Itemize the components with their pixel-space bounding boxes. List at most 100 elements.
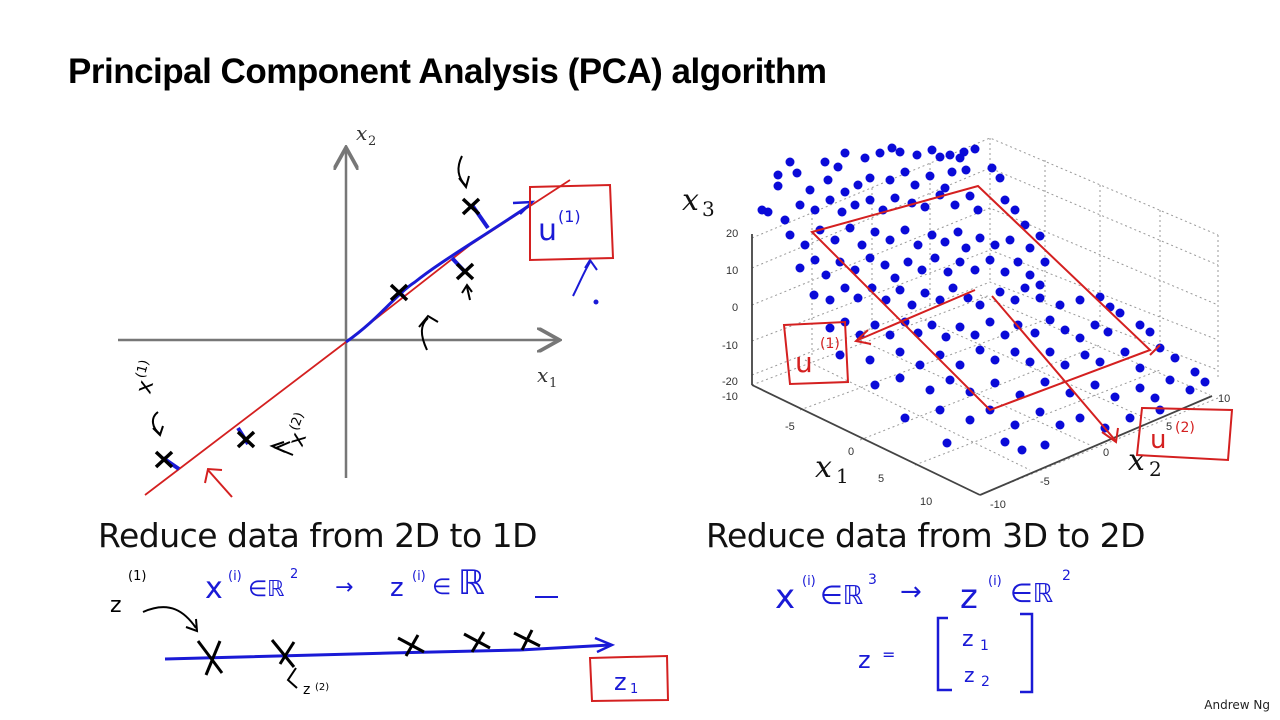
- z-vec-1: z: [962, 627, 974, 652]
- svg-text:0: 0: [1103, 447, 1109, 459]
- svg-text:1: 1: [630, 682, 638, 697]
- svg-text:(i): (i): [988, 574, 1002, 589]
- x1-point-label: x (1): [132, 358, 160, 396]
- red-plane-outline: [810, 184, 1161, 412]
- x2-axis-label-3d: x: [1128, 443, 1145, 478]
- right-formula: x (i) ∈ℝ 3 → z (i) ∈ℝ 2 z = z 1 z 2: [775, 568, 1071, 694]
- svg-text:(i): (i): [228, 569, 242, 584]
- u1-box: [529, 183, 615, 262]
- author-credit: Andrew Ng: [1204, 698, 1270, 712]
- data-point: [154, 450, 174, 469]
- data-point: [236, 430, 256, 449]
- svg-text:2: 2: [1149, 457, 1162, 481]
- svg-text:-5: -5: [1040, 476, 1050, 488]
- x1-axis-label: x: [537, 363, 548, 387]
- z-vec-2: z: [964, 663, 975, 687]
- svg-text:x: x: [205, 571, 223, 606]
- svg-text:∈ℝ: ∈ℝ: [248, 577, 285, 602]
- svg-text:z: z: [390, 573, 404, 603]
- left-1d-projection: z (1) z (2) z 1: [110, 569, 670, 703]
- u1-arrow: [853, 289, 976, 345]
- svg-text:(2): (2): [287, 410, 307, 432]
- u2-label-3d: u: [1150, 425, 1166, 455]
- svg-text:0: 0: [848, 446, 854, 458]
- svg-text:20: 20: [726, 228, 738, 240]
- svg-text:(1): (1): [133, 358, 152, 380]
- blue-u1-vector: [345, 203, 531, 344]
- svg-text:(i): (i): [412, 569, 426, 584]
- 3d-axes: [751, 234, 1213, 496]
- red-arrow-icon: [204, 467, 233, 498]
- svg-text:=: =: [882, 645, 895, 664]
- red-fit-line: [144, 179, 571, 496]
- svg-text:5: 5: [878, 473, 884, 485]
- data-point: [389, 283, 409, 302]
- right-caption: Reduce data from 3D to 2D: [706, 516, 1146, 555]
- svg-text:1: 1: [836, 464, 849, 488]
- u1-label-3d: u: [795, 346, 813, 379]
- svg-text:2: 2: [981, 674, 990, 690]
- svg-text:z: z: [960, 577, 978, 617]
- u2-arrow: [991, 295, 1119, 444]
- right-3d-plot: 20 10 0 -10 -20 -10 -5 0 5 10 -10 -5 0 5…: [682, 137, 1234, 511]
- svg-text:(1): (1): [128, 569, 146, 584]
- x1-axis-label-3d: x: [815, 450, 832, 485]
- svg-text:-10: -10: [722, 340, 738, 352]
- left-2d-plot: x 2 x 1: [118, 121, 615, 498]
- x3-ticks: 20 10 0 -10 -20: [722, 228, 738, 388]
- svg-text:ℝ: ℝ: [458, 563, 485, 603]
- data-point-markers: [154, 197, 481, 469]
- u2-box-3d: [1135, 406, 1234, 462]
- svg-text:-5: -5: [785, 421, 795, 433]
- svg-text:1: 1: [549, 376, 557, 391]
- svg-text:∈: ∈: [432, 575, 451, 600]
- x2-axis-label: x: [356, 121, 367, 145]
- svg-text:2: 2: [368, 134, 376, 149]
- svg-text:2: 2: [1062, 568, 1071, 584]
- x2-ticks: -10 -5 0 5 10: [990, 393, 1230, 511]
- z1-box-label: z: [614, 668, 627, 696]
- left-caption: Reduce data from 2D to 1D: [98, 516, 538, 555]
- x3-axis-label: x: [682, 183, 699, 218]
- svg-text:10: 10: [726, 265, 738, 277]
- svg-text:→: →: [335, 575, 353, 600]
- z1-box: [588, 654, 670, 703]
- z1-point-label: z: [110, 593, 122, 618]
- blue-arrow-icon: [572, 258, 599, 305]
- data-point: [461, 197, 481, 216]
- svg-text:x: x: [132, 377, 160, 396]
- 3d-scatter-points: [757, 143, 1210, 455]
- svg-text:-20: -20: [722, 376, 738, 388]
- x2-point-label: x (2): [284, 410, 312, 450]
- x1-ticks: -10 -5 0 5 10: [722, 391, 932, 508]
- z-point-markers: [196, 629, 541, 676]
- svg-text:-10: -10: [722, 391, 738, 403]
- svg-text:z: z: [858, 646, 871, 674]
- svg-text:0: 0: [732, 302, 738, 314]
- svg-text:3: 3: [702, 197, 715, 221]
- u1-label: u: [538, 213, 557, 248]
- svg-text:x: x: [775, 577, 795, 617]
- svg-text:-10: -10: [990, 499, 1006, 511]
- svg-text:(2): (2): [315, 682, 329, 693]
- svg-text:→: →: [900, 577, 922, 607]
- svg-text:∈ℝ: ∈ℝ: [820, 581, 864, 611]
- svg-text:1: 1: [980, 638, 989, 654]
- svg-text:∈ℝ: ∈ℝ: [1010, 579, 1054, 609]
- handwritten-arrows: [152, 155, 473, 456]
- svg-text:(i): (i): [802, 574, 816, 589]
- svg-text:3: 3: [868, 572, 877, 588]
- z2-point-label: z: [303, 682, 310, 698]
- svg-text:(1): (1): [820, 336, 840, 352]
- svg-text:(2): (2): [1175, 420, 1195, 436]
- z1-axis-line: [164, 643, 611, 661]
- svg-text:10: 10: [1218, 393, 1230, 405]
- svg-text:2: 2: [290, 567, 298, 582]
- svg-text:5: 5: [1166, 421, 1172, 433]
- u1-box-3d: [782, 320, 850, 386]
- svg-text:(1): (1): [558, 207, 581, 226]
- projection-segments: [161, 203, 490, 471]
- data-point: [455, 262, 475, 281]
- svg-text:10: 10: [920, 496, 932, 508]
